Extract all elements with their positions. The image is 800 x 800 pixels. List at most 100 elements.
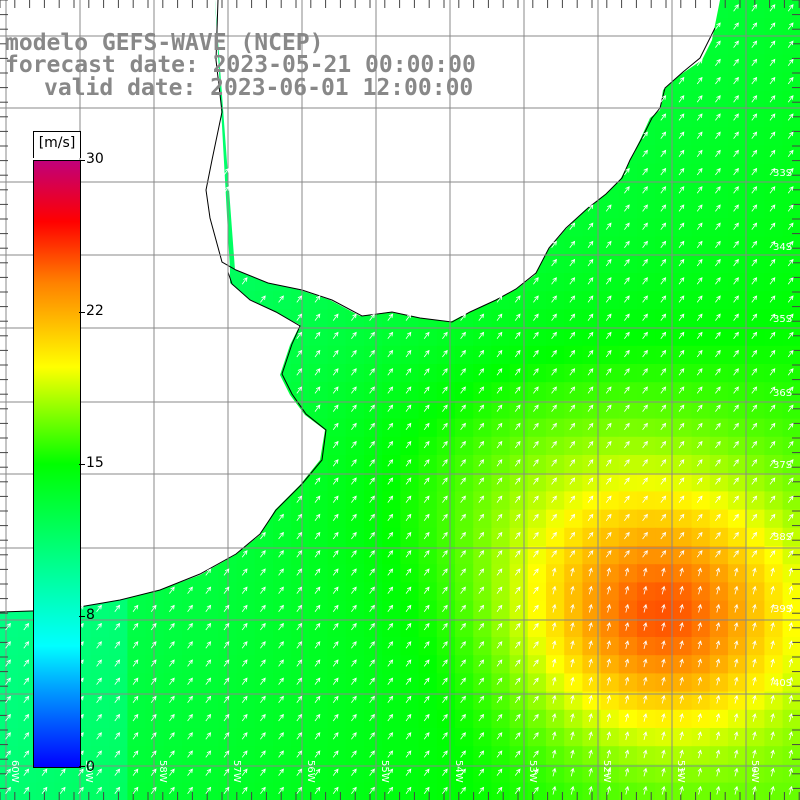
wind-arrow [405,531,412,540]
wind-arrow [332,750,339,758]
wind-arrow [351,495,357,503]
wind-arrow [678,222,685,230]
wind-arrow [478,331,485,340]
wind-arrow [169,732,175,740]
wind-arrow [552,749,557,759]
wind-arrow [423,750,430,758]
wind-arrow [369,331,375,340]
wind-arrow [552,676,557,686]
wind-arrow [533,750,539,758]
wind-arrow [241,641,248,649]
wind-arrow [733,76,739,85]
wind-arrow [788,603,793,613]
wind-arrow [460,368,466,376]
wind-arrow [697,694,702,704]
wind-arrow [642,477,648,485]
wind-arrow [387,404,394,412]
wind-arrow [588,694,593,704]
wind-arrow [96,622,102,631]
wind-arrow [533,677,539,685]
wind-arrow [643,676,648,686]
wind-arrow [533,295,539,303]
wind-arrow [114,768,121,776]
wind-arrow [642,386,648,394]
wind-arrow [696,313,703,321]
wind-arrow [569,440,576,449]
wind-arrow [187,641,193,649]
wind-arrow [696,349,703,358]
wind-arrow [569,386,576,394]
wind-arrow [423,349,430,358]
wind-arrow [478,313,485,321]
wind-arrow [587,459,594,467]
wind-arrow [369,349,375,358]
wind-arrow [769,4,776,12]
wind-arrow [570,749,575,759]
wind-arrow [679,731,684,740]
wind-arrow [296,677,303,685]
wind-arrow [752,713,757,722]
wind-arrow [496,568,503,576]
wind-arrow [496,586,503,594]
wind-arrow [752,785,757,795]
wind-arrow [96,786,102,795]
wind-arrow [369,768,375,776]
wind-arrow [150,641,157,649]
wind-arrow [605,386,612,394]
wind-arrow [751,204,758,212]
wind-arrow [387,750,394,758]
wind-arrow [661,603,666,613]
wind-arrow [314,313,321,321]
wind-arrow [387,586,394,594]
wind-arrow [570,603,575,613]
wind-arrow [660,295,667,303]
wind-arrow [733,4,739,12]
wind-arrow [442,695,448,704]
wind-arrow [660,440,667,449]
wind-arrow [678,95,685,103]
wind-arrow [187,750,193,758]
wind-arrow [169,659,175,667]
wind-arrow [624,731,630,740]
wind-arrow [478,768,485,776]
wind-arrow [715,622,721,631]
wind-arrow [751,240,758,249]
wind-arrow [605,459,612,467]
wind-arrow [351,550,357,558]
wind-arrow [552,658,557,668]
wind-arrow [642,258,648,267]
wind-arrow [769,22,776,30]
wind-arrow [588,603,593,613]
wind-arrow [514,622,521,631]
wind-arrow [624,167,630,176]
wind-arrow [205,695,212,704]
wind-arrow [642,349,648,358]
wind-arrow [314,349,321,358]
wind-arrow [678,477,685,485]
wind-arrow [296,732,303,740]
wind-arrow [606,767,611,777]
wind-arrow [624,240,630,249]
wind-arrow [624,404,630,412]
wind-arrow [423,422,430,431]
wind-arrow [496,713,503,722]
wind-arrow [260,550,266,558]
wind-arrow [643,767,648,777]
wind-arrow [624,313,630,321]
wind-arrow [278,786,284,795]
lon-label: 51W [675,760,686,783]
wind-arrow [478,386,485,394]
wind-arrow [787,495,794,503]
wind-arrow [570,785,575,795]
wind-arrow [351,440,357,449]
wind-arrow [132,713,139,722]
wind-arrow [552,694,557,704]
wind-arrow [241,750,248,758]
wind-arrow [442,331,448,340]
wind-arrow [533,768,539,776]
wind-arrow [660,459,667,467]
wind-arrow [697,785,702,795]
wind-arrow [205,786,212,795]
wind-arrow [460,586,466,594]
wind-arrow [642,513,648,522]
